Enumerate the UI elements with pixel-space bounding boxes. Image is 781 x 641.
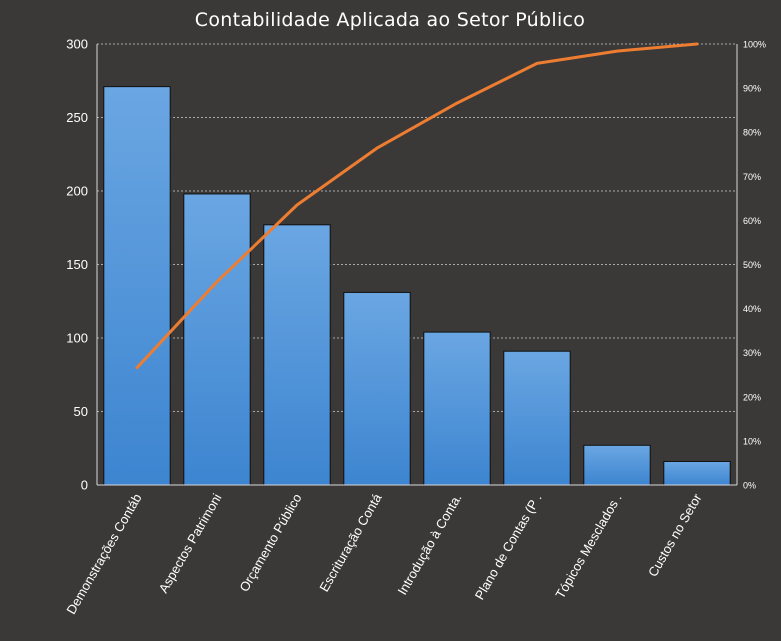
category-label: Plano de Contas (P . [472,491,545,602]
right-tick-label: 90% [743,84,761,94]
right-tick-label: 0% [743,481,756,491]
right-tick-label: 20% [743,392,761,402]
category-label: Custos no Setor [645,490,705,579]
left-tick-label: 150 [66,257,88,272]
chart-title: Contabilidade Aplicada ao Setor Público [195,9,585,31]
left-tick-label: 100 [66,331,88,346]
category-label: Orçamento Público [236,491,304,594]
right-tick-label: 60% [743,216,761,226]
left-axis-ticks: 0 50 100 150 200 250 300 [66,37,88,493]
category-label: Aspectos Patrimoni [156,491,225,596]
bars [103,86,731,486]
right-tick-label: 100% [743,40,766,50]
cumulative-line [135,42,699,370]
category-label: Introdução à Conta. [395,491,465,597]
right-tick-label: 70% [743,172,761,182]
right-axis-ticks: 0% 10% 20% 30% 40% 50% 60% 70% 80% 90% 100% [743,40,766,491]
left-tick-label: 300 [66,37,88,52]
right-tick-label: 10% [743,436,761,446]
left-tick-label: 0 [81,478,88,493]
right-tick-label: 40% [743,304,761,314]
bar-1 [103,86,171,486]
bar-6 [503,350,571,486]
category-label: Escrituração Contá [316,490,385,594]
category-label: Tópicos Mesclados . [552,491,624,601]
bar-5 [423,331,491,486]
bar-7 [583,444,651,486]
category-label: Demonstrações Contáb [63,491,144,617]
right-tick-label: 50% [743,260,761,270]
left-tick-label: 50 [74,404,88,419]
bar-4 [343,291,411,486]
right-tick-label: 30% [743,348,761,358]
left-tick-label: 250 [66,110,88,125]
bar-8 [663,460,731,486]
left-tick-label: 200 [66,184,88,199]
bar-3 [263,224,331,486]
right-tick-label: 80% [743,128,761,138]
bar-2 [183,193,251,486]
axes [96,44,738,486]
category-labels: Demonstrações Contáb Aspectos Patrimoni Or… [63,490,705,616]
cumulative-line-layer [135,42,699,370]
gridlines [97,43,737,412]
